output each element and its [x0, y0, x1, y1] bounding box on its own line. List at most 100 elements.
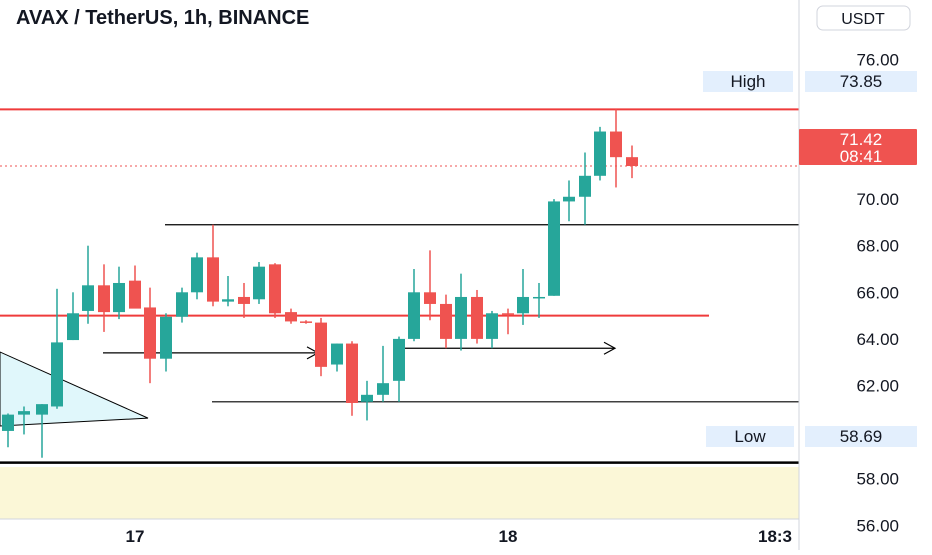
candle-body	[238, 296, 250, 304]
candle	[579, 152, 591, 225]
candle-body	[176, 292, 188, 317]
candle	[594, 126, 606, 181]
candle-body	[563, 196, 575, 202]
candle-body	[486, 313, 498, 339]
candle-body	[517, 296, 529, 314]
candle	[98, 264, 110, 332]
candle-body	[207, 257, 219, 302]
candle-body	[36, 404, 48, 415]
candle	[191, 252, 203, 300]
candle-body	[82, 285, 94, 311]
candle-body	[129, 280, 141, 309]
last-price-value: 71.42	[840, 130, 883, 149]
drawing-lines-layer	[0, 108, 799, 464]
low-value-box	[805, 426, 917, 447]
candle-body	[191, 257, 203, 293]
price-tick-label: 56.00	[856, 516, 899, 535]
low-label: Low	[734, 427, 766, 446]
price-tick-label: 70.00	[856, 190, 899, 209]
candle-body	[285, 312, 297, 322]
candle	[238, 282, 250, 318]
candle	[393, 336, 405, 402]
high-value-box	[805, 71, 917, 92]
candle-body	[98, 285, 110, 313]
price-tick-label: 66.00	[856, 283, 899, 302]
price-tick-label: 58.00	[856, 470, 899, 489]
candle	[517, 269, 529, 325]
candle	[610, 109, 622, 188]
price-scale[interactable]: 56.0058.0060.0062.0064.0066.0068.0070.00…	[856, 50, 899, 535]
candle	[548, 199, 560, 296]
candle	[533, 282, 545, 318]
candle-body	[393, 338, 405, 381]
candle-body	[533, 296, 545, 299]
price-tick-label: 64.00	[856, 330, 899, 349]
candle-body	[626, 157, 638, 167]
candle-body	[502, 313, 514, 315]
price-tick-label: 76.00	[856, 50, 899, 69]
candle	[315, 317, 327, 377]
candle	[455, 273, 467, 351]
candle-body	[424, 292, 436, 304]
candle-body	[346, 343, 358, 403]
candle-body	[67, 313, 79, 341]
candle	[222, 275, 234, 307]
candle	[160, 313, 172, 372]
candle	[408, 269, 420, 342]
low-value: 58.69	[840, 427, 883, 446]
candle	[346, 341, 358, 416]
candle-body	[579, 175, 591, 197]
candle-body	[18, 411, 30, 415]
candle-body	[222, 299, 234, 302]
candle	[563, 180, 575, 222]
candle	[331, 343, 343, 372]
candle	[253, 262, 265, 304]
candle	[82, 245, 94, 324]
candle	[129, 265, 141, 309]
candle	[144, 287, 156, 384]
last-price-badge: 71.42 08:41	[799, 129, 917, 166]
candle	[176, 287, 188, 323]
candle-body	[610, 131, 622, 158]
candle	[2, 413, 14, 448]
candle	[377, 345, 389, 402]
candle-body	[408, 292, 420, 339]
candle-body	[51, 342, 63, 407]
candle	[300, 320, 312, 324]
candle-body	[594, 131, 606, 176]
candle	[626, 145, 638, 179]
arrow-right-head	[603, 341, 617, 355]
candle	[18, 406, 30, 435]
high-label: High	[731, 72, 766, 91]
candle-body	[331, 343, 343, 365]
chart-title: AVAX / TetherUS, 1h, BINANCE	[16, 7, 309, 29]
time-scale[interactable]: 17 18 18:3	[126, 527, 792, 546]
candle	[113, 266, 125, 320]
candle	[207, 224, 219, 307]
candle-body	[377, 383, 389, 395]
candle-body	[113, 282, 125, 313]
candle	[502, 308, 514, 335]
candle	[285, 308, 297, 324]
candle-body	[253, 266, 265, 300]
candle-body	[361, 394, 373, 402]
candle-body	[455, 296, 467, 339]
low-label-box	[706, 426, 794, 447]
currency-button[interactable]: USDT	[816, 5, 911, 31]
candle-body	[440, 303, 452, 339]
candle	[36, 404, 48, 458]
price-tick-label: 68.00	[856, 237, 899, 256]
zones-layer	[0, 351, 799, 519]
candles-layer	[2, 109, 638, 458]
candle	[424, 250, 436, 321]
candle-body	[315, 322, 327, 367]
triangle-pattern	[0, 351, 149, 427]
candle-body	[160, 316, 172, 359]
high-label-box	[703, 71, 793, 92]
candle	[269, 263, 281, 318]
currency-label: USDT	[841, 11, 885, 28]
candle-body	[548, 201, 560, 296]
candle-body	[269, 264, 281, 314]
candle	[486, 310, 498, 349]
